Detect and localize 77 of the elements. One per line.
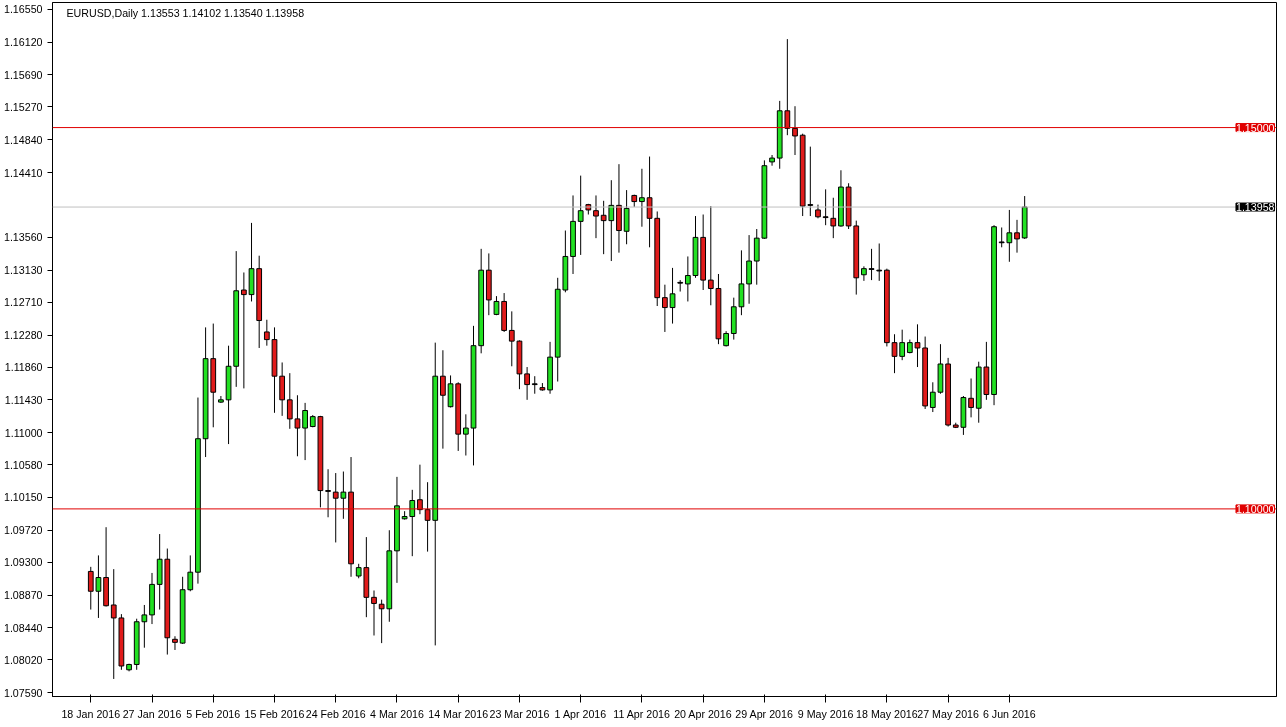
y-tick-label: 1.14840 (3, 133, 43, 146)
y-tick-label: 1.10580 (3, 458, 43, 471)
y-tick-label: 1.11430 (4, 393, 43, 406)
x-tick-label: 27 Jan 2016 (122, 707, 182, 720)
candlestick (1014, 219, 1020, 254)
candlestick (462, 413, 469, 457)
candlestick (868, 248, 875, 281)
candlestick (876, 242, 883, 282)
y-tick-label: 1.16120 (3, 36, 43, 49)
candlestick (593, 194, 599, 239)
candlestick (440, 349, 446, 450)
candlestick (968, 377, 974, 418)
y-tick-label: 1.16550 (3, 3, 43, 16)
candlestick (263, 319, 270, 347)
y-tick-label: 1.14410 (3, 166, 43, 179)
x-tick-label: 27 May 2016 (917, 707, 979, 720)
x-tick-label: 9 May 2016 (797, 707, 854, 720)
x-tick-label: 15 Feb 2016 (244, 707, 305, 720)
candlestick (746, 234, 752, 305)
candlestick (830, 197, 837, 239)
candlestick (141, 604, 148, 649)
x-tick-label: 29 Apr 2016 (735, 707, 793, 720)
y-tick-label: 1.15270 (3, 100, 43, 113)
candlestick (325, 468, 331, 518)
candlestick (623, 189, 630, 245)
x-tick-label: 18 Jan 2016 (61, 707, 121, 720)
y-tick-label: 1.12710 (3, 296, 43, 309)
candlestick (677, 279, 684, 293)
y-tick-label: 1.07590 (3, 686, 43, 699)
candlestick (172, 635, 178, 651)
y-tick-label: 1.08440 (3, 621, 43, 634)
candlestick (187, 554, 194, 592)
x-tick-label: 14 Mar 2016 (428, 707, 489, 720)
x-tick-label: 20 Apr 2016 (674, 707, 732, 720)
y-tick-label: 1.08870 (3, 589, 43, 602)
y-tick-label: 1.15690 (3, 68, 43, 81)
candlestick (279, 361, 286, 417)
x-tick-label: 5 Feb 2016 (186, 707, 241, 720)
candlestick (577, 175, 584, 256)
x-tick-label: 18 May 2016 (856, 707, 918, 720)
candlestick (753, 228, 760, 286)
candlestick (302, 402, 308, 461)
x-tick-label: 23 Mar 2016 (489, 707, 550, 720)
y-tick-label: 1.09300 (3, 556, 43, 569)
y-tick-label: 1.11000 (4, 426, 43, 439)
y-tick-label: 1.09720 (3, 524, 43, 537)
chart-title: EURUSD,Daily 1.13553 1.14102 1.13540 1.13958 (66, 6, 305, 19)
y-tick-label: 1.11860 (4, 361, 43, 374)
y-tick-label: 1.12280 (3, 329, 43, 342)
candlestick (646, 156, 653, 248)
x-tick-label: 11 Apr 2016 (613, 707, 671, 720)
candlestick (508, 310, 515, 367)
candlestick (929, 381, 936, 413)
y-tick-label: 1.08020 (3, 653, 43, 666)
candlestick (822, 188, 829, 226)
x-tick-label: 6 Jun 2016 (982, 707, 1036, 720)
candlestick (294, 394, 301, 457)
candlestick (662, 284, 668, 333)
candlestick (286, 372, 293, 430)
y-tick-label: 1.10150 (3, 491, 43, 504)
x-tick-label: 24 Feb 2016 (305, 707, 366, 720)
x-tick-label: 1 Apr 2016 (554, 707, 607, 720)
ref-line-label: 1.10000 (1235, 502, 1275, 515)
candlestick (371, 589, 377, 636)
candlestick (669, 267, 676, 325)
x-tick-label: 4 Mar 2016 (370, 707, 424, 720)
candlestick (639, 168, 645, 228)
ref-line-label: 1.15000 (1235, 121, 1275, 134)
candlestick (110, 568, 117, 680)
ref-line-label: 1.13958 (1235, 201, 1275, 214)
y-tick-label: 1.13560 (3, 231, 43, 244)
y-tick-label: 1.13130 (3, 264, 43, 277)
candlestick (792, 105, 798, 156)
candlestick (769, 154, 775, 167)
candlestick (241, 271, 247, 389)
candlestick (524, 366, 530, 401)
candlestick (861, 265, 867, 282)
